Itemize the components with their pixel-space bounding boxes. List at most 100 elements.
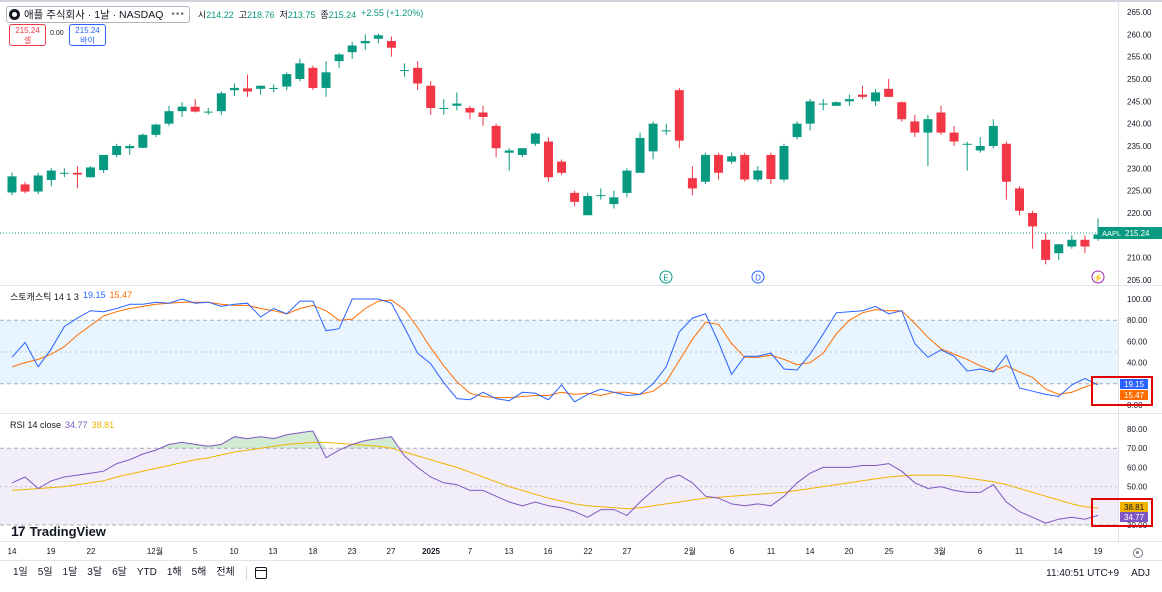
time-tick-label: 13: [269, 547, 278, 556]
rsi-ma-value: 38.81: [91, 420, 115, 430]
candle-body: [99, 154, 109, 171]
stoch-band-fill: [0, 320, 1118, 384]
tradingview-wordmark: TradingView: [29, 523, 106, 539]
buy-button[interactable]: 215.24 바이: [69, 24, 106, 46]
split-event-marker[interactable]: ⚡: [1091, 270, 1105, 284]
time-tick-label: 23: [348, 547, 357, 556]
chart-settings-icon[interactable]: [1133, 548, 1143, 558]
candle-body: [151, 124, 161, 135]
candle-body: [20, 184, 30, 192]
range-ytd[interactable]: YTD: [136, 567, 157, 578]
range-5y[interactable]: 5해: [191, 567, 207, 578]
candle-body: [831, 102, 841, 106]
candle-body: [243, 88, 253, 92]
stoch-d-badge: [1120, 390, 1148, 400]
candle-body: [530, 133, 540, 144]
candle-body: [923, 119, 933, 133]
ohlc-close-value: 215.24: [328, 10, 357, 20]
time-tick-label: 6: [730, 547, 735, 556]
candle-body: [1001, 143, 1011, 182]
candle-body: [1014, 188, 1024, 211]
earnings-event-marker[interactable]: E: [659, 270, 673, 284]
time-tick-label: 11: [767, 547, 776, 556]
range-1y[interactable]: 1해: [166, 567, 182, 578]
candle-body: [295, 63, 305, 79]
split-event-label: ⚡: [1093, 273, 1103, 283]
rsi-ma-badge: [1120, 502, 1148, 512]
candle-body: [871, 92, 881, 102]
ohlc-change: +2.55 (+1.20%): [361, 8, 424, 18]
time-tick-label: 27: [387, 547, 396, 556]
more-options-icon[interactable]: •••: [171, 9, 185, 20]
candle-body: [190, 106, 200, 112]
candle-body: [112, 146, 122, 155]
symbol-selector[interactable]: 애플 주식회사 · 1날 · NASDAQ •••: [6, 6, 190, 23]
rsi-value: 34.77: [65, 420, 88, 430]
ohlc-open-label: 시: [197, 10, 207, 20]
range-3m[interactable]: 3달: [87, 567, 103, 578]
range-1m[interactable]: 1달: [62, 567, 78, 578]
ohlc-high-value: 218.76: [247, 10, 275, 20]
clock-timezone[interactable]: 11:40:51 UTC+9: [1046, 567, 1120, 579]
toolbar-divider: [245, 566, 247, 580]
rsi-badge: [1120, 512, 1148, 522]
candle-body: [46, 170, 56, 180]
stoch-legend[interactable]: 스토캐스틱 14 1 3 19.15 15.47: [10, 290, 132, 303]
time-tick-label: 10: [230, 547, 239, 556]
candle-body: [347, 45, 357, 53]
rsi-legend[interactable]: RSI 14 close 34.77 38.81: [10, 420, 114, 430]
time-tick-label: 5: [193, 547, 198, 556]
price-tick-label: 230.00: [1127, 164, 1152, 173]
adj-toggle[interactable]: ADJ: [1131, 567, 1150, 579]
rsi-tick-label: 60.00: [1127, 463, 1148, 472]
range-5d[interactable]: 5일: [37, 567, 53, 578]
candle-body: [86, 167, 96, 178]
candle-body: [1080, 239, 1090, 247]
candle-body: [897, 102, 907, 120]
rsi-band-fill: [0, 448, 1118, 525]
range-all[interactable]: 전체: [216, 567, 235, 578]
time-tick-label: 2025: [422, 547, 440, 556]
candle-body: [386, 41, 396, 48]
candle-body: [844, 99, 854, 102]
candle-body: [543, 141, 553, 178]
candle-body: [910, 121, 920, 133]
price-tick-label: 260.00: [1127, 30, 1152, 39]
candle-body: [1067, 239, 1077, 247]
rsi-band-layer: [0, 447, 1118, 526]
spread-value: 0.00: [50, 30, 64, 37]
candle-body: [491, 125, 501, 149]
tradingview-mark-icon: 17: [11, 523, 26, 539]
stoch-k-badge-value: 19.15: [1124, 380, 1145, 389]
range-6m[interactable]: 6달: [112, 567, 127, 578]
candle-body: [936, 112, 946, 133]
calendar-icon[interactable]: [254, 567, 267, 579]
price-tick-label: 220.00: [1127, 209, 1152, 218]
stoch-k-badge: [1120, 379, 1148, 389]
ohlc-high: 고218.76: [239, 8, 275, 21]
candle-body: [400, 70, 410, 72]
candle-body: [661, 130, 671, 132]
candle-body: [413, 67, 423, 84]
candle-body: [138, 134, 148, 148]
stoch-d-badge-value: 15.47: [1124, 391, 1145, 400]
time-tick-label: 12월: [147, 546, 163, 556]
candle-body: [229, 87, 239, 91]
candle-body: [687, 178, 697, 189]
candle-body: [269, 87, 279, 89]
price-tick-label: 250.00: [1127, 75, 1152, 84]
range-1d[interactable]: 1일: [13, 567, 28, 578]
stoch-tick-label: 40.00: [1127, 359, 1148, 368]
candle-body: [884, 88, 894, 97]
price-tick-label: 265.00: [1127, 8, 1152, 17]
time-tick-label: 11: [1015, 547, 1024, 556]
last-price-marker: AAPL 215.24: [1098, 227, 1162, 239]
rsi-tick-label: 80.00: [1127, 425, 1148, 434]
candle-body: [674, 90, 684, 141]
tradingview-logo[interactable]: 17 TradingView: [11, 523, 106, 539]
dividend-event-marker[interactable]: D: [751, 270, 765, 284]
candle-body: [648, 123, 658, 152]
sell-button[interactable]: 215.24 셀: [9, 24, 46, 46]
candle-body: [452, 103, 462, 106]
